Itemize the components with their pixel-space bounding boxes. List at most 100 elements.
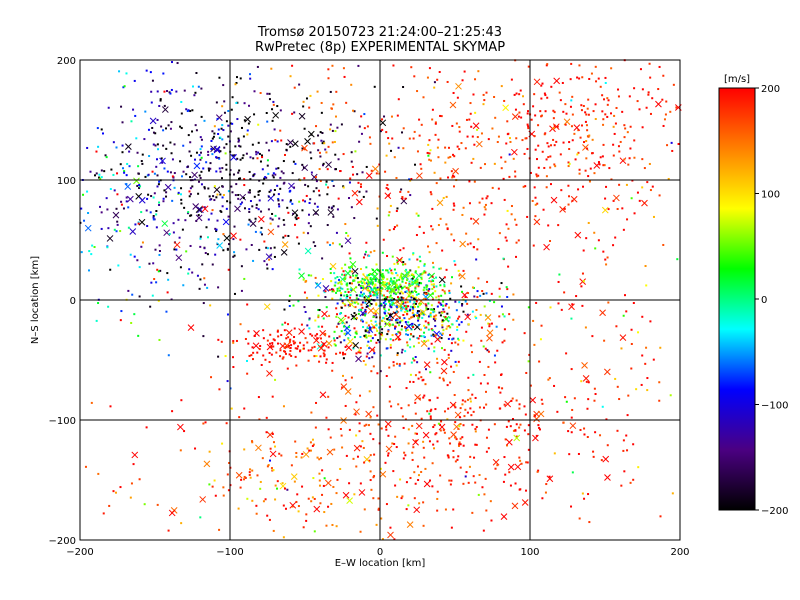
point-marker: [307, 185, 310, 188]
point-marker: [260, 210, 263, 213]
point-marker: [487, 350, 490, 353]
point-marker: [651, 97, 654, 100]
point-marker: [375, 303, 378, 306]
point-marker: [317, 294, 320, 297]
point-marker: [219, 209, 222, 212]
point-marker: [155, 226, 158, 229]
point-marker: [166, 272, 169, 275]
point-marker: [635, 388, 638, 391]
point-marker: [452, 91, 455, 94]
point-marker: [166, 170, 169, 173]
point-marker: [365, 266, 368, 269]
point-marker: [213, 185, 216, 188]
point-marker: [424, 467, 427, 470]
point-marker: [431, 308, 434, 311]
point-marker: [154, 248, 157, 251]
point-marker: [502, 480, 505, 483]
point-marker: [443, 348, 446, 351]
point-marker: [485, 292, 488, 295]
point-marker: [342, 67, 345, 70]
point-marker: [332, 205, 335, 208]
point-marker: [379, 467, 382, 470]
cross-marker: [543, 243, 550, 251]
point-marker: [510, 399, 513, 402]
cross-marker: [599, 309, 606, 317]
point-marker: [416, 310, 419, 313]
point-marker: [171, 410, 174, 413]
point-marker: [511, 417, 514, 420]
point-marker: [309, 225, 312, 228]
point-marker: [189, 214, 192, 217]
point-marker: [297, 300, 300, 303]
point-marker: [541, 82, 544, 85]
cross-marker: [266, 343, 274, 351]
cross-marker: [422, 431, 430, 439]
point-marker: [384, 312, 387, 315]
point-marker: [149, 305, 152, 308]
point-marker: [412, 253, 415, 256]
cross-marker: [366, 279, 374, 286]
point-marker: [582, 249, 585, 252]
point-marker: [416, 314, 419, 317]
point-marker: [438, 70, 441, 73]
point-marker: [281, 482, 284, 485]
point-marker: [430, 342, 433, 345]
point-marker: [675, 106, 678, 109]
point-marker: [474, 396, 477, 399]
point-marker: [407, 428, 410, 431]
point-marker: [173, 186, 176, 189]
cross-marker: [365, 410, 372, 418]
point-marker: [179, 160, 182, 163]
point-marker: [389, 343, 392, 346]
point-marker: [430, 225, 433, 228]
point-marker: [350, 299, 353, 302]
point-marker: [162, 197, 165, 200]
point-marker: [482, 292, 485, 295]
point-marker: [289, 189, 292, 192]
point-marker: [353, 493, 356, 496]
point-marker: [311, 346, 314, 349]
point-marker: [112, 490, 115, 493]
point-marker: [585, 140, 588, 143]
point-marker: [200, 138, 203, 141]
point-marker: [173, 143, 176, 146]
point-marker: [283, 308, 286, 311]
point-marker: [467, 292, 470, 295]
point-marker: [175, 90, 178, 93]
point-marker: [613, 132, 616, 135]
point-marker: [337, 282, 340, 285]
point-marker: [638, 108, 641, 111]
point-marker: [399, 283, 402, 286]
point-marker: [310, 349, 313, 352]
point-marker: [349, 296, 352, 299]
point-marker: [460, 142, 463, 145]
point-marker: [358, 190, 361, 193]
point-marker: [368, 291, 371, 294]
point-marker: [87, 212, 90, 215]
point-marker: [415, 282, 418, 285]
cross-marker: [568, 303, 575, 311]
point-marker: [568, 162, 571, 165]
point-marker: [387, 329, 390, 332]
point-marker: [592, 455, 595, 458]
cross-marker: [420, 340, 428, 348]
point-marker: [332, 290, 335, 293]
point-marker: [172, 222, 175, 225]
point-marker: [136, 259, 139, 262]
cross-marker: [449, 401, 457, 409]
point-marker: [400, 351, 403, 354]
cross-marker: [459, 240, 467, 248]
point-marker: [552, 109, 555, 112]
point-marker: [402, 247, 405, 250]
cross-marker: [265, 253, 273, 261]
point-marker: [428, 288, 431, 291]
point-marker: [216, 243, 219, 246]
point-marker: [264, 498, 267, 501]
point-marker: [490, 322, 493, 325]
point-marker: [414, 432, 417, 435]
point-marker: [522, 103, 525, 106]
point-marker: [318, 458, 321, 461]
point-marker: [387, 282, 390, 285]
point-marker: [347, 337, 350, 340]
point-marker: [266, 267, 269, 270]
